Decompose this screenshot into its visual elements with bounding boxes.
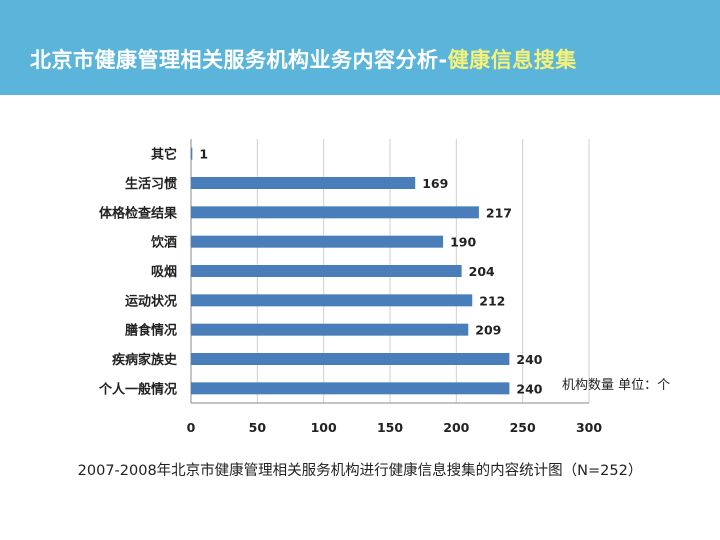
page-title-highlight: 健康信息搜集 bbox=[447, 48, 577, 72]
bar bbox=[191, 382, 510, 395]
x-tick-label: 0 bbox=[187, 420, 196, 435]
data-label: 1 bbox=[199, 147, 208, 162]
bar bbox=[191, 235, 444, 248]
category-label: 生活习惯 bbox=[125, 176, 177, 192]
page-title-main: 北京市健康管理相关服务机构业务内容分析- bbox=[30, 48, 448, 72]
title-banner: 北京市健康管理相关服务机构业务内容分析-健康信息搜集 bbox=[0, 0, 720, 95]
bar bbox=[191, 147, 193, 160]
chart-caption: 2007-2008年北京市健康管理相关服务机构进行健康信息搜集的内容统计图（N=… bbox=[77, 463, 643, 479]
x-tick-label: 200 bbox=[443, 420, 469, 435]
x-tick-label: 100 bbox=[311, 420, 337, 435]
data-label: 240 bbox=[516, 352, 542, 367]
x-tick-label: 50 bbox=[249, 420, 267, 435]
category-label: 吸烟 bbox=[151, 265, 177, 280]
bar bbox=[191, 323, 469, 336]
data-label: 212 bbox=[479, 293, 505, 308]
data-label: 204 bbox=[469, 264, 495, 279]
category-label: 个人一般情况 bbox=[98, 381, 177, 397]
bar bbox=[191, 265, 462, 277]
data-label: 209 bbox=[475, 323, 501, 338]
bar bbox=[191, 177, 416, 189]
category-label: 饮酒 bbox=[150, 235, 177, 251]
x-tick-label: 300 bbox=[576, 420, 602, 435]
data-label: 169 bbox=[422, 176, 448, 191]
x-tick-label: 250 bbox=[510, 420, 536, 435]
bar bbox=[191, 353, 510, 365]
category-label: 体格检查结果 bbox=[99, 205, 177, 221]
data-label: 190 bbox=[450, 235, 476, 250]
page-title: 北京市健康管理相关服务机构业务内容分析-健康信息搜集 bbox=[30, 44, 577, 74]
unit-label: 机构数量 单位：个 bbox=[562, 378, 670, 393]
category-label: 疾病家族史 bbox=[112, 352, 178, 368]
bar bbox=[191, 206, 479, 219]
category-label: 膳食情况 bbox=[125, 323, 177, 339]
data-label: 217 bbox=[486, 205, 512, 220]
x-tick-label: 150 bbox=[377, 420, 403, 435]
category-label: 运动状况 bbox=[125, 293, 177, 309]
data-label: 240 bbox=[516, 381, 542, 396]
bar bbox=[191, 294, 473, 307]
category-label: 其它 bbox=[151, 147, 177, 163]
